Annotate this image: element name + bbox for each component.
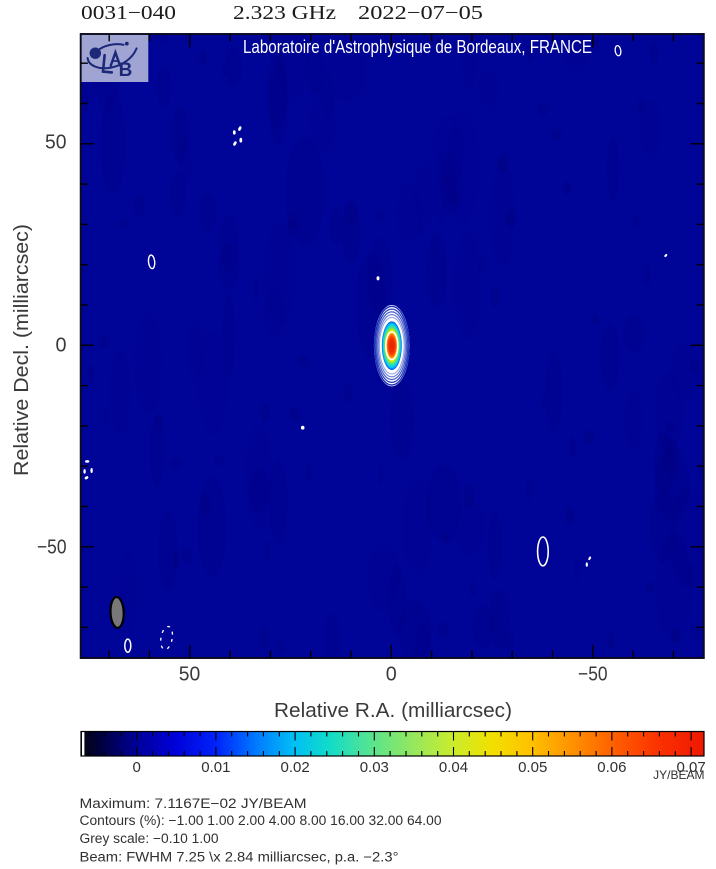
svg-text:Contours (%): −1.00 1.00 2.00: Contours (%): −1.00 1.00 2.00 4.00 8.00 … — [80, 813, 442, 828]
svg-text:−50: −50 — [37, 537, 67, 559]
svg-text:0: 0 — [386, 664, 397, 686]
svg-text:50: 50 — [179, 664, 201, 686]
svg-text:Grey scale: −0.10 1.00: Grey scale: −0.10 1.00 — [80, 831, 219, 846]
svg-text:2022−07−05: 2022−07−05 — [358, 2, 483, 24]
svg-text:2.323 GHz: 2.323 GHz — [233, 2, 336, 24]
svg-text:0.03: 0.03 — [360, 759, 389, 776]
svg-text:50: 50 — [45, 132, 67, 154]
svg-text:0031−040: 0031−040 — [81, 2, 176, 24]
svg-text:−50: −50 — [578, 664, 608, 686]
svg-text:JY/BEAM: JY/BEAM — [653, 768, 704, 782]
svg-text:Beam: FWHM 7.25 \x 2.84 millia: Beam: FWHM 7.25 \x 2.84 milliarcsec, p.a… — [80, 850, 399, 865]
svg-text:Relative Decl. (milliarcsec): Relative Decl. (milliarcsec) — [11, 224, 33, 476]
svg-text:Laboratoire d'Astrophysique de: Laboratoire d'Astrophysique de Bordeaux,… — [243, 37, 592, 57]
svg-text:0: 0 — [133, 759, 141, 776]
svg-text:0.06: 0.06 — [597, 759, 626, 776]
svg-text:0.07: 0.07 — [676, 759, 705, 776]
svg-text:B: B — [119, 60, 133, 81]
svg-text:0.04: 0.04 — [439, 759, 468, 776]
svg-text:0.01: 0.01 — [201, 759, 230, 776]
svg-text:0.02: 0.02 — [280, 759, 309, 776]
svg-text:Maximum: 7.1167E−02 JY/BEAM: Maximum: 7.1167E−02 JY/BEAM — [80, 796, 307, 811]
svg-text:0.05: 0.05 — [518, 759, 547, 776]
svg-text:Relative R.A. (milliarcsec): Relative R.A. (milliarcsec) — [274, 700, 512, 722]
svg-text:0: 0 — [56, 335, 67, 357]
